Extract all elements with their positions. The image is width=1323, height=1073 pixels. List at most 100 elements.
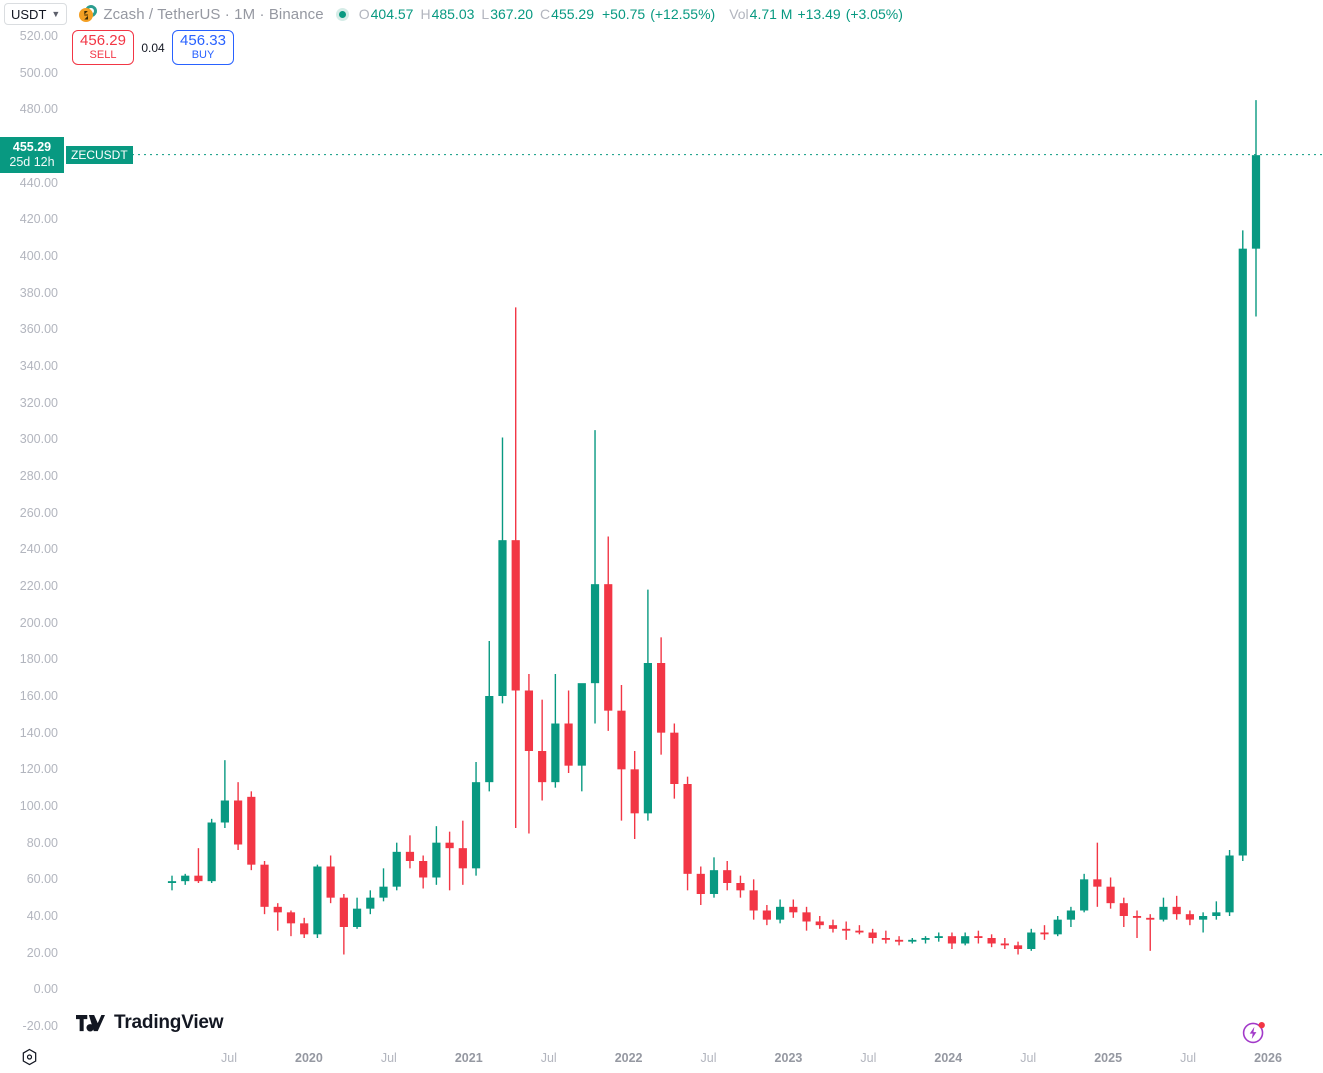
sell-label: SELL <box>89 49 117 61</box>
candlestick <box>868 928 877 944</box>
sell-button[interactable]: 456.29 SELL <box>72 30 134 65</box>
candle-body <box>1066 910 1076 920</box>
time-axis[interactable]: Jul 2020 Jul 2021 Jul 2022 Jul 2023 Jul 2024 Jul 20… <box>0 1045 1323 1073</box>
series-legend-tag[interactable]: ZECUSDT <box>66 145 133 164</box>
candlestick <box>273 903 282 931</box>
current-price-badge[interactable]: 455.29 25d 12h <box>0 136 64 173</box>
candlestick <box>987 934 996 948</box>
candle-body <box>1225 855 1234 913</box>
candlestick <box>815 916 824 929</box>
candle-body <box>313 866 322 935</box>
candle-body <box>1119 903 1128 916</box>
candlestick <box>802 906 811 931</box>
candlestick <box>233 782 243 850</box>
candle-body <box>1053 919 1062 935</box>
candle-body <box>511 540 520 691</box>
price-axis-label: 20.00 <box>26 945 58 960</box>
candlestick <box>1185 910 1195 926</box>
buy-label: BUY <box>191 49 215 61</box>
gear-icon[interactable] <box>20 1048 39 1067</box>
candlestick <box>1119 897 1128 927</box>
symbol-title[interactable]: Zcash / TetherUS · 1M · Binance <box>103 5 324 23</box>
candlestick <box>1106 877 1115 909</box>
candlestick <box>260 861 269 915</box>
ohlc-high-label: H <box>420 6 431 22</box>
candle-body <box>881 938 890 940</box>
candlestick-plot[interactable] <box>68 28 1323 1045</box>
candle-body <box>471 782 481 869</box>
candle-body <box>1132 916 1142 918</box>
price-axis-label: 240.00 <box>19 542 58 557</box>
buy-button[interactable]: 456.33 BUY <box>172 30 234 65</box>
ohlc-values: O 404.57 H 485.03 L 367.20 C 455.29 +50.75 (… <box>359 6 903 22</box>
candle-body <box>828 925 838 929</box>
time-axis-label: Jul <box>1180 1051 1197 1065</box>
candlestick <box>762 905 771 926</box>
candlestick <box>1000 938 1009 949</box>
price-axis-label: 260.00 <box>19 505 58 520</box>
price-axis-label: 500.00 <box>19 65 58 80</box>
price-axis-label: 320.00 <box>19 395 58 410</box>
candlestick <box>749 879 758 920</box>
time-axis-label: 2024 <box>934 1051 963 1065</box>
candle-body <box>286 912 296 924</box>
price-axis-label: 180.00 <box>19 652 58 667</box>
chart-header: USDT ▼ Zcash / TetherUS · 1M · Binance O… <box>0 0 1323 28</box>
candle-body <box>326 866 335 898</box>
candle-body <box>379 886 388 898</box>
candle-body <box>1040 932 1049 935</box>
candlestick <box>643 589 653 821</box>
candlestick <box>1040 925 1049 940</box>
price-axis-label: 120.00 <box>19 762 58 777</box>
time-axis-label: Jul <box>1020 1051 1037 1065</box>
sell-price: 456.29 <box>80 32 126 49</box>
price-axis-label: 340.00 <box>19 359 58 373</box>
volume-value: 4.71 M <box>749 6 793 22</box>
candle-body <box>1212 912 1221 916</box>
candlestick <box>498 437 507 704</box>
time-axis-label: Jul <box>860 1051 877 1065</box>
candle-body <box>551 723 560 783</box>
lightning-bolt-icon[interactable] <box>1241 1019 1267 1045</box>
time-axis-label: Jul <box>380 1051 397 1065</box>
candle-body <box>260 864 269 907</box>
tradingview-mark-icon <box>76 1014 105 1031</box>
candlestick <box>181 873 190 885</box>
candlestick <box>1212 901 1221 920</box>
ohlc-high-value: 485.03 <box>431 6 475 22</box>
price-axis-label: 280.00 <box>19 469 58 483</box>
candle-body <box>445 842 454 849</box>
candlestick <box>604 536 613 731</box>
ohlc-close-value: 455.29 <box>551 6 594 22</box>
candlestick <box>577 683 586 792</box>
ohlc-close-label: C <box>540 6 551 22</box>
candle-body <box>789 906 798 913</box>
candle-body <box>802 912 811 922</box>
candlestick <box>828 919 838 933</box>
candlestick <box>419 855 428 889</box>
price-axis-label: 160.00 <box>19 689 58 703</box>
time-axis-label: 2026 <box>1254 1051 1282 1065</box>
candle-body <box>498 540 507 696</box>
candle-body <box>1172 906 1181 915</box>
candle-body <box>273 906 282 913</box>
time-axis-label: 2025 <box>1094 1051 1123 1065</box>
candlestick <box>511 307 520 828</box>
candlestick <box>564 690 573 773</box>
candlestick <box>524 674 534 834</box>
candlestick <box>366 890 375 915</box>
price-axis-label: 100.00 <box>19 799 58 813</box>
currency-select[interactable]: USDT ▼ <box>4 3 68 25</box>
price-axis-label: 480.00 <box>19 102 58 117</box>
candlestick <box>471 762 481 876</box>
candle-body <box>207 822 216 882</box>
candlestick <box>683 776 692 891</box>
price-change-abs: +50.75 <box>601 6 646 22</box>
candlestick <box>247 791 256 871</box>
price-axis-label: 440.00 <box>19 175 58 190</box>
candle-body <box>300 923 309 935</box>
candle-body <box>405 851 415 861</box>
candlestick <box>657 637 666 755</box>
ohlc-open-label: O <box>358 6 370 22</box>
